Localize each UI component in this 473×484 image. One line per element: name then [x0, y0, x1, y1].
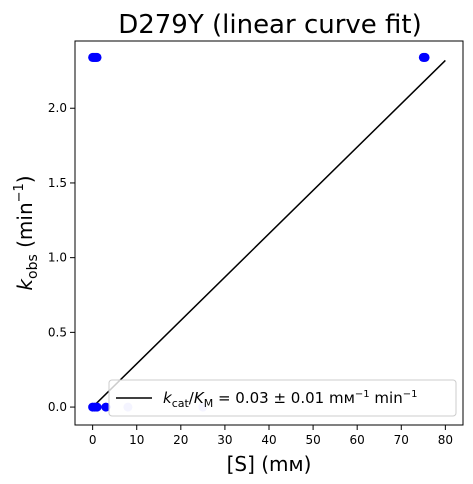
legend: kcat/KM = 0.03 ± 0.01 mм−1 min−1 [108, 379, 457, 417]
y-axis: 0.0 0.5 1.0 1.5 2.0 [48, 101, 75, 414]
y-tick-label: 1.5 [48, 176, 67, 190]
x-axis-label: [S] (mм) [227, 452, 312, 476]
data-point [420, 52, 430, 62]
chart-title: D279Y (linear curve fit) [118, 10, 422, 40]
y-tick-label: 0.5 [48, 325, 67, 339]
y-tick-label: 1.0 [48, 251, 67, 265]
x-tick-label: 80 [438, 433, 453, 447]
x-axis: 0 10 20 30 40 50 60 70 80 [89, 425, 453, 447]
y-axis-label: kobs (min−1) [12, 175, 41, 290]
plot-area [88, 52, 446, 412]
y-tick-label: 0.0 [48, 400, 67, 414]
x-tick-label: 30 [217, 433, 232, 447]
fit-line [92, 59, 446, 408]
x-tick-label: 20 [173, 433, 188, 447]
x-tick-label: 40 [261, 433, 276, 447]
legend-label: kcat/KM = 0.03 ± 0.01 mм−1 min−1 [163, 389, 417, 410]
data-point [92, 402, 102, 412]
data-point [92, 52, 102, 62]
y-tick-label: 2.0 [48, 101, 67, 115]
x-tick-label: 60 [350, 433, 365, 447]
x-tick-label: 0 [89, 433, 97, 447]
x-tick-label: 50 [305, 433, 320, 447]
data-point [101, 402, 111, 412]
legend-box [108, 379, 457, 417]
x-tick-label: 10 [129, 433, 144, 447]
x-tick-label: 70 [394, 433, 409, 447]
